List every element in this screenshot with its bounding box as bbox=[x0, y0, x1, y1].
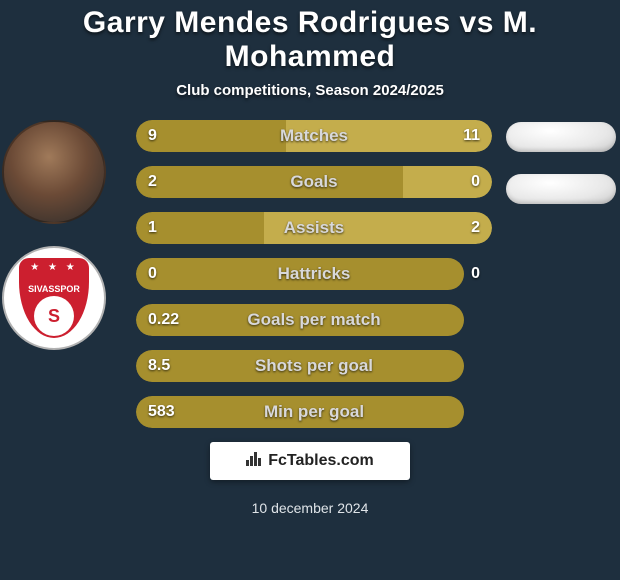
stat-label: Goals per match bbox=[136, 304, 492, 336]
stat-row: 00Hattricks bbox=[136, 258, 492, 290]
stat-label: Min per goal bbox=[136, 396, 492, 428]
stat-row: 8.5Shots per goal bbox=[136, 350, 492, 382]
stat-row: 0.22Goals per match bbox=[136, 304, 492, 336]
club-initials: S bbox=[34, 296, 74, 336]
club-name: SIVASSPOR bbox=[19, 284, 89, 294]
stat-label: Assists bbox=[136, 212, 492, 244]
page-subtitle: Club competitions, Season 2024/2025 bbox=[0, 82, 620, 99]
stat-row: 911Matches bbox=[136, 120, 492, 152]
stat-label: Shots per goal bbox=[136, 350, 492, 382]
comparison-chart: 911Matches 20Goals 12Assists 00Hattricks 0.2… bbox=[136, 120, 492, 442]
stat-row: 12Assists bbox=[136, 212, 492, 244]
player-photos: ★ ★ ★ SIVASSPOR S bbox=[2, 120, 106, 372]
page-title: Garry Mendes Rodrigues vs M. Mohammed bbox=[0, 0, 620, 74]
footer-date: 10 december 2024 bbox=[0, 500, 620, 516]
stat-row: 20Goals bbox=[136, 166, 492, 198]
stat-label: Hattricks bbox=[136, 258, 492, 290]
player2-club-badge: ★ ★ ★ SIVASSPOR S bbox=[2, 246, 106, 350]
bar-chart-icon bbox=[246, 452, 262, 470]
club-stars: ★ ★ ★ bbox=[19, 262, 89, 273]
attribution-text: FcTables.com bbox=[268, 452, 374, 470]
right-badges bbox=[506, 122, 616, 226]
attribution-badge[interactable]: FcTables.com bbox=[210, 442, 410, 480]
stat-label: Matches bbox=[136, 120, 492, 152]
stat-row: 583Min per goal bbox=[136, 396, 492, 428]
badge-pill-2 bbox=[506, 174, 616, 204]
player1-photo bbox=[2, 120, 106, 224]
stat-label: Goals bbox=[136, 166, 492, 198]
badge-pill-1 bbox=[506, 122, 616, 152]
